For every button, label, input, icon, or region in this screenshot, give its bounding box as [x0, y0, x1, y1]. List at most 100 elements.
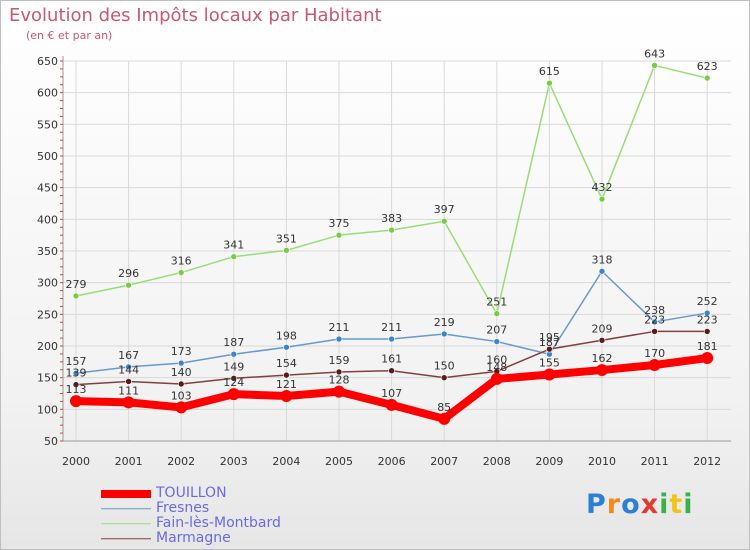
data-label: 155	[539, 357, 560, 370]
data-point	[72, 369, 80, 377]
x-tick-label: 2001	[115, 455, 143, 468]
data-label: 383	[381, 212, 402, 225]
x-tick-label: 2008	[483, 455, 511, 468]
data-label: 223	[697, 313, 718, 326]
data-label: 157	[66, 355, 87, 368]
data-point	[125, 378, 132, 385]
data-label: 124	[223, 376, 244, 389]
data-label: 181	[697, 340, 718, 353]
data-point	[125, 363, 132, 371]
y-tick-label: 300	[37, 277, 58, 290]
data-label: 211	[381, 321, 402, 334]
data-label: 173	[171, 345, 192, 358]
data-label: 251	[486, 296, 507, 309]
y-tick-label: 650	[37, 55, 58, 68]
y-tick-label: 600	[37, 87, 58, 100]
data-label: 139	[66, 367, 87, 380]
data-point	[440, 374, 448, 381]
data-label: 219	[434, 316, 455, 329]
data-point	[177, 269, 185, 276]
data-point	[440, 217, 448, 225]
data-label: 296	[118, 267, 139, 280]
data-point	[227, 388, 240, 401]
data-point	[651, 328, 658, 335]
data-label: 252	[697, 295, 718, 308]
data-label: 113	[66, 383, 87, 396]
data-label: 167	[118, 349, 139, 362]
data-label: 154	[276, 357, 297, 370]
legend-swatch	[101, 507, 151, 510]
data-label: 128	[329, 374, 350, 387]
data-point	[230, 350, 238, 358]
y-tick-label: 200	[37, 340, 58, 353]
data-label: 160	[486, 353, 507, 366]
data-point	[438, 412, 451, 425]
data-label: 432	[592, 181, 613, 194]
data-label: 148	[486, 361, 507, 374]
proxiti-logo: Proxiti	[586, 489, 694, 520]
y-tick-label: 400	[37, 213, 58, 226]
legend-swatch	[101, 522, 151, 525]
data-label: 103	[171, 389, 192, 402]
data-point	[125, 281, 132, 289]
data-point	[335, 335, 343, 343]
y-tick-label: 350	[37, 245, 58, 258]
chart-title: Evolution des Impôts locaux par Habitant	[9, 5, 382, 26]
legend-swatch	[101, 489, 151, 498]
data-label: 643	[644, 47, 665, 60]
data-label: 111	[118, 384, 139, 397]
data-point	[283, 247, 290, 254]
data-point	[546, 345, 553, 353]
data-label: 375	[329, 217, 350, 230]
x-tick-label: 2009	[535, 455, 563, 468]
data-point	[546, 79, 553, 87]
data-label: 107	[381, 387, 402, 400]
legend-label: Marmagne	[156, 530, 231, 546]
data-label: 162	[592, 352, 613, 365]
data-label: 140	[171, 366, 192, 379]
y-tick-label: 150	[37, 372, 58, 385]
data-point	[493, 338, 501, 345]
data-point	[388, 367, 395, 375]
x-tick-label: 2007	[430, 455, 458, 468]
data-point	[651, 62, 658, 69]
data-point	[333, 385, 345, 398]
data-point	[701, 352, 714, 365]
data-label: 316	[171, 255, 192, 268]
data-label: 211	[329, 321, 350, 334]
data-point	[280, 390, 293, 403]
data-point	[388, 335, 395, 343]
data-point	[385, 398, 398, 411]
data-label: 121	[276, 378, 297, 391]
y-tick-label: 450	[37, 182, 58, 195]
x-tick-label: 2004	[272, 455, 300, 468]
data-point	[70, 395, 82, 408]
data-point	[703, 328, 711, 335]
data-point	[703, 309, 711, 317]
legend-label: Fain-lès-Montbard	[156, 515, 281, 531]
data-label: 223	[644, 313, 665, 326]
x-tick-label: 2000	[62, 455, 90, 468]
data-point	[283, 343, 290, 351]
data-label: 161	[381, 353, 402, 366]
y-tick-label: 250	[37, 308, 58, 321]
data-label: 209	[592, 322, 613, 335]
data-label: 170	[644, 347, 665, 360]
data-point	[490, 372, 503, 385]
data-label: 187	[223, 336, 244, 349]
data-point	[493, 310, 501, 318]
x-tick-label: 2012	[693, 455, 721, 468]
x-tick-label: 2002	[167, 455, 195, 468]
y-tick-label: 100	[37, 403, 58, 416]
data-label: 187	[539, 336, 560, 349]
data-label: 198	[276, 329, 297, 342]
y-tick-label: 550	[37, 118, 58, 131]
data-label: 397	[434, 203, 455, 216]
data-point	[122, 396, 135, 409]
x-tick-label: 2011	[641, 455, 669, 468]
x-tick-label: 2003	[220, 455, 248, 468]
data-point	[388, 226, 395, 234]
data-point	[177, 359, 185, 367]
data-point	[72, 292, 80, 300]
